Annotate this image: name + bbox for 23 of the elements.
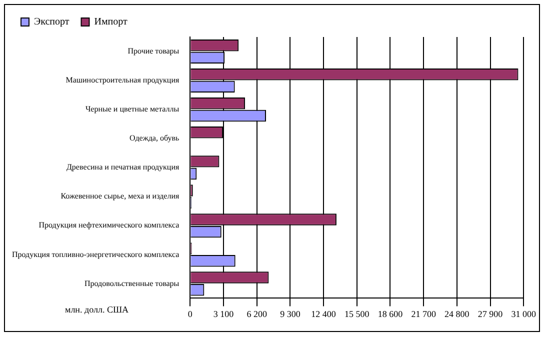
legend-label: Импорт [94,16,128,28]
x-tick-label: 21 700 [411,308,436,319]
y-tick-label: Прочие товары [128,46,180,56]
x-tick-label: 3 100 [213,308,234,319]
y-tick-label: Продовольственные товары [84,278,180,288]
x-tick-label: 0 [188,308,193,319]
x-tick-label: 12 400 [311,308,336,319]
x-tick-label: 27 900 [478,308,504,319]
y-tick-label: Одежда, обувь [130,134,180,143]
y-tick-label: Машиностроительная продукция [66,76,180,85]
x-axis-title: млн. долл. США [65,304,130,315]
x-tick-label: 18 600 [378,308,404,319]
x-tick-label: 9 300 [280,308,301,319]
y-tick-label: Древесина и печатная продукция [66,162,180,172]
y-tick-label: Кожевенное сырье, меха и изделия [60,192,180,201]
x-tick-label: 31 000 [511,308,536,319]
y-tick-label: Продукция нефтехимического комплекса [38,220,180,230]
x-tick-label: 24 800 [444,308,470,319]
x-tick-label: 6 200 [246,308,268,319]
y-tick-label: Продукция топливно-энергетического комплекса [12,250,180,259]
y-tick-label: Черные и цветные металлы [85,104,180,114]
legend-label: Экспорт [34,16,70,28]
x-tick-label: 15 500 [344,308,370,319]
